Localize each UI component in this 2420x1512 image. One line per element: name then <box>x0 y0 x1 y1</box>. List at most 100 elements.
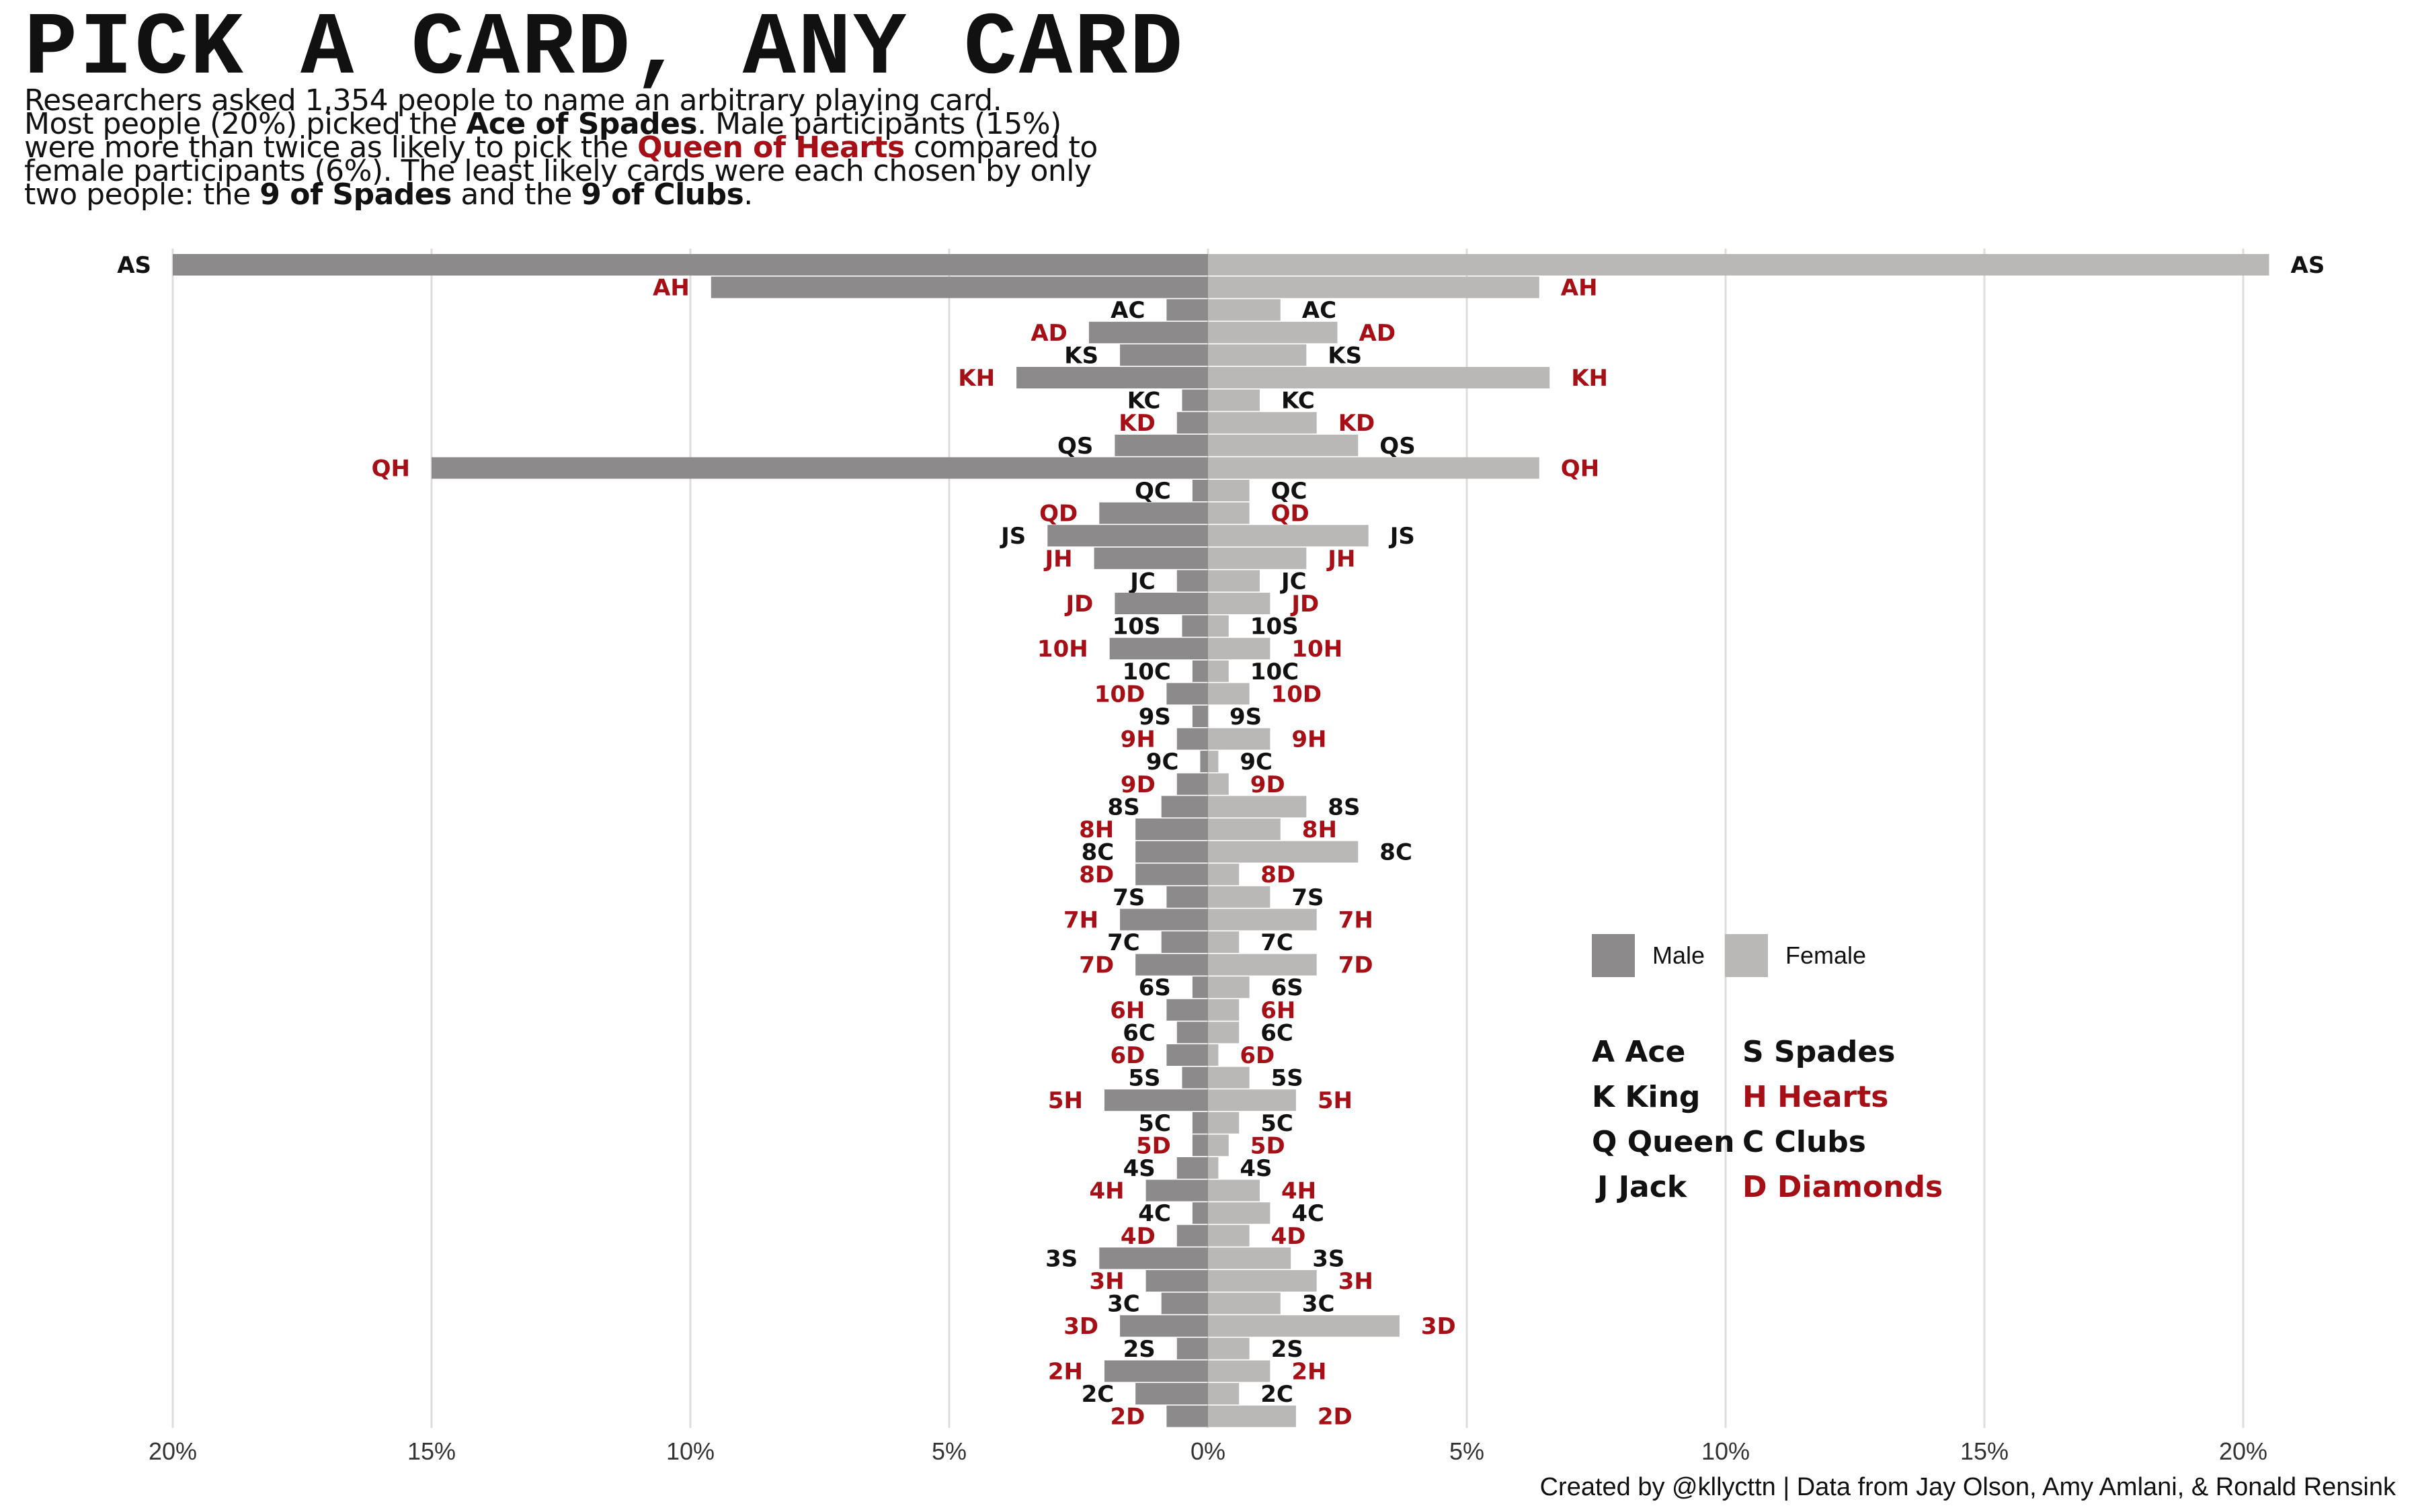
bar-female <box>1208 864 1240 886</box>
nine-of-clubs-highlight: 9 of Clubs <box>581 177 744 212</box>
bar-label-female: 6H <box>1260 997 1295 1024</box>
bar-male <box>1099 502 1208 524</box>
bar-male <box>1135 954 1208 976</box>
bar-female <box>1208 1111 1240 1134</box>
bar-label-female: KC <box>1281 388 1315 415</box>
bar-female <box>1208 480 1250 501</box>
bar-male <box>1176 1337 1208 1359</box>
bar-female <box>1208 1066 1250 1089</box>
bar-male <box>1192 1202 1208 1224</box>
bar-male <box>1176 1157 1208 1179</box>
bar-female <box>1208 1089 1296 1111</box>
x-tick-label: 15% <box>1960 1437 2009 1465</box>
bar-label-male: JC <box>1129 568 1156 595</box>
bar-female <box>1208 1270 1317 1292</box>
bar-label-male: 9C <box>1146 749 1179 775</box>
x-tick-label: 10% <box>666 1437 715 1465</box>
bar-label-male: 10S <box>1113 614 1161 640</box>
bar-female <box>1208 728 1270 750</box>
bar-label-female: 3H <box>1338 1268 1373 1295</box>
bar-male <box>1145 1270 1208 1292</box>
bar-female <box>1208 1044 1219 1066</box>
bar-male <box>1192 660 1208 682</box>
subtitle-text: two people: the <box>24 177 260 212</box>
bar-label-male: AC <box>1111 297 1145 324</box>
bar-male <box>1192 480 1208 501</box>
bar-label-male: 5H <box>1048 1087 1083 1114</box>
bar-label-male: 10D <box>1094 681 1145 708</box>
bar-label-female: JS <box>1389 523 1415 550</box>
bar-label-male: 7H <box>1063 907 1098 933</box>
bar-label-female: 9D <box>1250 771 1285 798</box>
x-tick-label: 5% <box>1449 1437 1484 1465</box>
bar-label-male: AH <box>653 275 690 302</box>
bar-label-female: 5H <box>1318 1087 1353 1114</box>
bar-male <box>1115 593 1208 614</box>
bar-label-male: QC <box>1135 478 1171 505</box>
bar-label-female: KH <box>1571 365 1608 392</box>
bar-label-female: 2S <box>1271 1336 1303 1363</box>
bar-male <box>1115 434 1208 456</box>
bar-female <box>1208 570 1260 592</box>
bar-label-female: 4H <box>1281 1178 1316 1205</box>
bar-label-male: 4C <box>1138 1200 1171 1227</box>
bar-male <box>432 457 1208 479</box>
bar-female <box>1208 796 1307 818</box>
bar-male <box>1192 1111 1208 1134</box>
bar-label-male: JS <box>1000 523 1026 550</box>
queen-of-hearts-highlight: Queen of Hearts <box>637 130 905 165</box>
bar-label-male: 5S <box>1128 1065 1160 1092</box>
bar-label-male: 6D <box>1111 1042 1145 1069</box>
bar-label-female: QS <box>1379 433 1415 460</box>
bar-male <box>1120 344 1208 366</box>
bar-label-female: 2C <box>1260 1381 1293 1408</box>
bar-male <box>1192 1134 1208 1157</box>
bar-label-female: 6C <box>1260 1019 1293 1046</box>
bar-label-male: 6S <box>1139 974 1171 1001</box>
subtitle-line-3: were more than twice as likely to pick t… <box>24 133 1167 163</box>
subtitle-line-2: Most people (20%) picked the Ace of Spad… <box>24 110 1167 139</box>
bar-label-female: 5S <box>1271 1065 1303 1092</box>
bar-label-female: 5D <box>1250 1132 1285 1159</box>
bar-male <box>1104 1089 1208 1111</box>
bar-female <box>1208 931 1240 953</box>
bar-male <box>1166 999 1208 1021</box>
bar-male <box>1176 1021 1208 1044</box>
bar-label-female: JC <box>1280 568 1307 595</box>
bar-female <box>1208 1292 1281 1314</box>
bar-female <box>1208 367 1550 388</box>
bar-female <box>1208 751 1219 773</box>
bar-label-female: AD <box>1359 320 1396 347</box>
bar-female <box>1208 615 1229 637</box>
key-ace: A Ace <box>1592 1035 1686 1069</box>
bar-female <box>1208 1202 1270 1224</box>
bar-label-female: 10H <box>1291 636 1342 663</box>
bar-male <box>1135 864 1208 886</box>
bar-label-female: 9H <box>1291 726 1326 753</box>
bar-label-male: 3C <box>1107 1291 1140 1318</box>
bar-label-male: 6C <box>1123 1019 1156 1046</box>
bar-label-male: KH <box>958 365 995 392</box>
bar-label-female: 3D <box>1421 1313 1456 1340</box>
bar-label-male: 8C <box>1082 839 1115 866</box>
bar-label-female: 9S <box>1229 704 1262 730</box>
bar-label-male: KD <box>1119 410 1156 437</box>
legend-male-label: Male <box>1652 941 1705 969</box>
x-tick-label: 5% <box>932 1437 967 1465</box>
legend-female-swatch <box>1725 934 1768 977</box>
x-tick-label: 20% <box>149 1437 197 1465</box>
bar-label-female: 2H <box>1291 1358 1326 1385</box>
bar-label-male: 9H <box>1121 726 1156 753</box>
bar-male <box>1166 299 1208 321</box>
subtitle-text: were more than twice as likely to pick t… <box>24 130 638 165</box>
bar-label-male: 2S <box>1123 1336 1156 1363</box>
bar-label-female: 2D <box>1318 1404 1353 1431</box>
bar-male <box>1182 389 1208 411</box>
bar-female <box>1208 1224 1250 1247</box>
bar-female <box>1208 1315 1400 1337</box>
bar-male <box>1192 976 1208 999</box>
bar-label-female: QD <box>1271 501 1309 528</box>
ace-of-spades-highlight: Ace of Spades <box>466 107 698 141</box>
bar-label-female: 8S <box>1328 794 1360 821</box>
bar-label-male: 6H <box>1110 997 1145 1024</box>
